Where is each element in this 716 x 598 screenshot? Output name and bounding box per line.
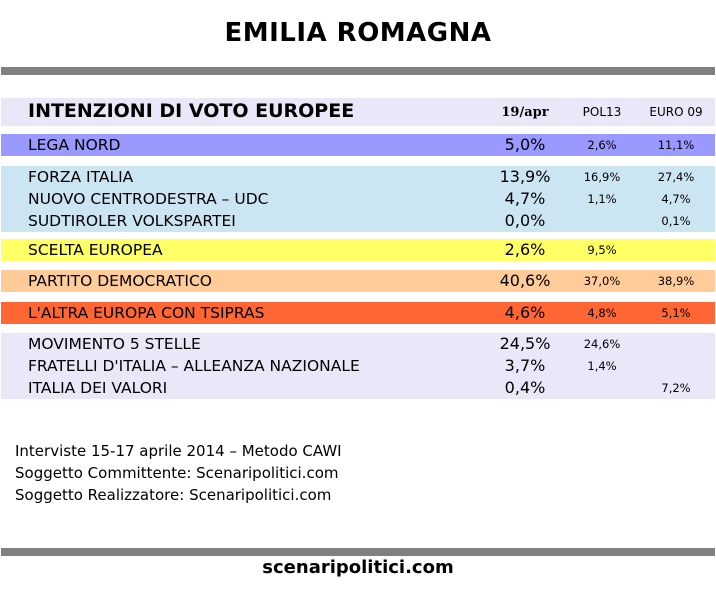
party-value-pol13: 37,0%	[583, 274, 621, 288]
column-header-euro09: EURO 09	[649, 105, 703, 119]
column-header-pol13: POL13	[582, 105, 622, 119]
party-value-pol13: 9,5%	[587, 243, 617, 257]
info-line-1: Interviste 15-17 aprile 2014 – Metodo CA…	[15, 442, 342, 460]
party-name: FORZA ITALIA	[28, 168, 134, 186]
table-title: INTENZIONI DI VOTO EUROPEE	[28, 100, 355, 122]
party-group-2	[1, 239, 715, 261]
party-value-19apr: 4,7%	[504, 189, 546, 208]
party-name: FRATELLI D'ITALIA – ALLEANZA NAZIONALE	[28, 357, 360, 375]
party-name: MOVIMENTO 5 STELLE	[28, 335, 201, 353]
party-value-19apr: 4,6%	[504, 303, 546, 322]
top-rule	[1, 67, 715, 75]
party-name: NUOVO CENTRODESTRA – UDC	[28, 190, 269, 208]
party-value-euro09: 5,1%	[661, 306, 691, 320]
party-value-19apr: 13,9%	[499, 167, 551, 186]
party-name: LEGA NORD	[28, 136, 121, 154]
party-value-19apr: 0,4%	[504, 378, 546, 397]
table-header-row	[1, 98, 715, 126]
bottom-rule	[1, 548, 715, 556]
party-value-euro09: 38,9%	[657, 274, 695, 288]
party-name: SUDTIROLER VOLKSPARTEI	[28, 212, 236, 230]
party-group-1	[1, 166, 715, 232]
party-value-euro09: 7,2%	[661, 381, 691, 395]
party-value-19apr: 2,6%	[504, 240, 546, 259]
party-name: PARTITO DEMOCRATICO	[28, 272, 212, 290]
info-line-2: Soggetto Committente: Scenaripolitici.co…	[15, 464, 339, 482]
party-name: ITALIA DEI VALORI	[28, 379, 168, 397]
party-value-19apr: 40,6%	[499, 271, 551, 290]
party-group-5	[1, 333, 715, 399]
page-title: EMILIA ROMAGNA	[224, 18, 492, 48]
info-line-3: Soggetto Realizzatore: Scenaripolitici.c…	[15, 486, 332, 504]
party-name: SCELTA EUROPEA	[28, 241, 163, 259]
party-group-3	[1, 270, 715, 292]
party-value-pol13: 16,9%	[583, 170, 621, 184]
party-value-pol13: 2,6%	[587, 138, 617, 152]
party-name: L'ALTRA EUROPA CON TSIPRAS	[28, 304, 265, 322]
party-value-19apr: 5,0%	[504, 135, 546, 154]
party-value-19apr: 24,5%	[499, 334, 551, 353]
party-value-euro09: 11,1%	[657, 138, 695, 152]
party-value-pol13: 1,4%	[587, 359, 617, 373]
party-group-4	[1, 302, 715, 324]
footer-site: scenaripolitici.com	[262, 557, 454, 578]
party-value-pol13: 4,8%	[587, 306, 617, 320]
party-group-0	[1, 134, 715, 156]
party-value-euro09: 0,1%	[661, 214, 691, 228]
party-value-euro09: 27,4%	[657, 170, 695, 184]
party-value-euro09: 4,7%	[661, 192, 691, 206]
party-value-19apr: 0,0%	[504, 211, 546, 230]
party-value-19apr: 3,7%	[504, 356, 546, 375]
party-value-pol13: 24,6%	[583, 337, 621, 351]
column-header-19apr: 19/apr	[501, 105, 549, 120]
party-value-pol13: 1,1%	[587, 192, 617, 206]
